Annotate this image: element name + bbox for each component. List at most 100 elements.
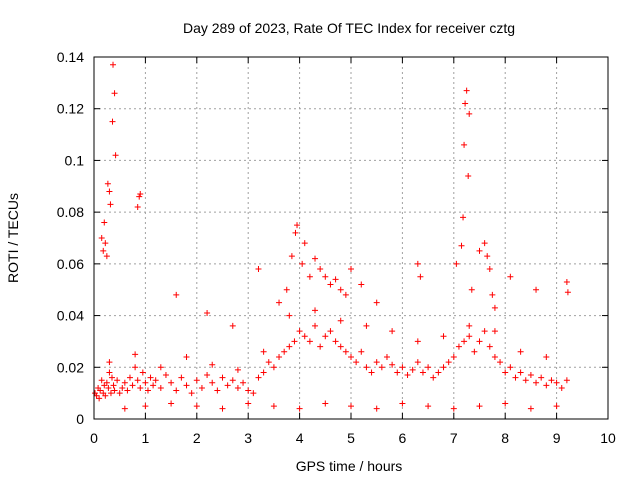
data-point	[283, 286, 290, 293]
data-point	[132, 351, 139, 358]
data-point	[322, 333, 329, 340]
x-tick-label: 7	[450, 430, 458, 446]
data-point	[193, 377, 200, 384]
data-point	[193, 403, 200, 410]
data-point	[139, 369, 146, 376]
data-point	[255, 374, 262, 381]
data-point	[250, 390, 257, 397]
data-point	[337, 286, 344, 293]
data-point	[111, 90, 118, 97]
y-tick-label: 0.14	[57, 49, 84, 65]
data-point	[98, 235, 105, 241]
data-point	[414, 260, 421, 267]
data-point	[348, 403, 354, 410]
data-point	[399, 364, 406, 371]
data-point	[363, 364, 370, 371]
data-point	[93, 392, 100, 399]
data-point	[299, 260, 306, 267]
data-point	[276, 299, 283, 306]
data-point	[527, 372, 534, 379]
data-point	[445, 359, 452, 366]
data-point	[317, 266, 324, 273]
data-point	[417, 273, 424, 280]
data-point	[373, 359, 380, 366]
data-point	[373, 299, 380, 306]
data-point	[491, 328, 498, 335]
data-point	[204, 372, 211, 379]
data-point	[543, 353, 550, 360]
data-point	[301, 333, 308, 340]
data-point	[142, 379, 149, 386]
data-point	[491, 304, 498, 311]
data-point	[101, 382, 108, 389]
axis-ticks	[93, 56, 609, 420]
data-point	[110, 61, 117, 68]
data-point	[245, 387, 252, 394]
data-point	[144, 387, 151, 394]
data-point	[260, 348, 267, 355]
data-point	[119, 384, 126, 391]
data-point	[481, 328, 488, 335]
y-tick-label: 0.02	[57, 359, 84, 375]
data-point	[484, 253, 491, 260]
data-point	[502, 369, 509, 376]
data-point	[489, 291, 496, 298]
data-points	[92, 61, 571, 412]
data-point	[455, 343, 462, 350]
data-point	[157, 364, 164, 371]
data-point	[440, 364, 447, 371]
data-point	[476, 247, 483, 254]
data-point	[168, 400, 175, 407]
data-point	[209, 379, 216, 386]
data-point	[414, 338, 421, 345]
data-point	[112, 152, 119, 159]
data-point	[294, 222, 301, 229]
data-point	[116, 390, 123, 397]
data-point	[255, 266, 262, 273]
data-point	[219, 405, 226, 412]
data-point	[98, 377, 105, 384]
data-point	[476, 338, 483, 345]
data-point	[183, 382, 190, 389]
data-point	[109, 118, 116, 125]
data-point	[129, 382, 136, 389]
data-point	[104, 180, 111, 187]
data-point	[450, 405, 457, 412]
data-point	[563, 278, 570, 285]
data-point	[137, 384, 144, 391]
data-point	[136, 193, 143, 200]
data-point	[440, 333, 447, 340]
data-point	[322, 400, 329, 407]
x-tick-label: 5	[347, 430, 355, 446]
data-point	[183, 353, 190, 360]
data-point	[430, 374, 437, 381]
data-point	[281, 348, 288, 355]
data-point	[465, 172, 472, 179]
data-point	[358, 281, 365, 288]
data-point	[291, 338, 298, 345]
data-point	[142, 403, 149, 410]
data-point	[348, 266, 354, 273]
data-point	[553, 403, 560, 410]
data-point	[468, 286, 475, 293]
data-point	[481, 240, 488, 247]
data-point	[108, 374, 115, 381]
data-point	[373, 405, 380, 412]
data-point	[462, 100, 469, 107]
data-point	[150, 382, 157, 389]
data-point	[103, 253, 110, 260]
data-point	[286, 343, 293, 350]
data-point	[543, 382, 550, 389]
data-point	[502, 400, 509, 407]
data-point	[466, 110, 473, 117]
data-point	[538, 374, 545, 381]
data-point	[106, 359, 113, 366]
data-point	[522, 377, 529, 384]
data-point	[553, 379, 560, 386]
y-tick-label: 0.06	[57, 256, 84, 272]
data-point	[312, 255, 319, 262]
data-point	[358, 348, 365, 355]
data-point	[460, 214, 467, 221]
x-tick-label: 10	[600, 430, 616, 446]
data-point	[533, 379, 540, 386]
